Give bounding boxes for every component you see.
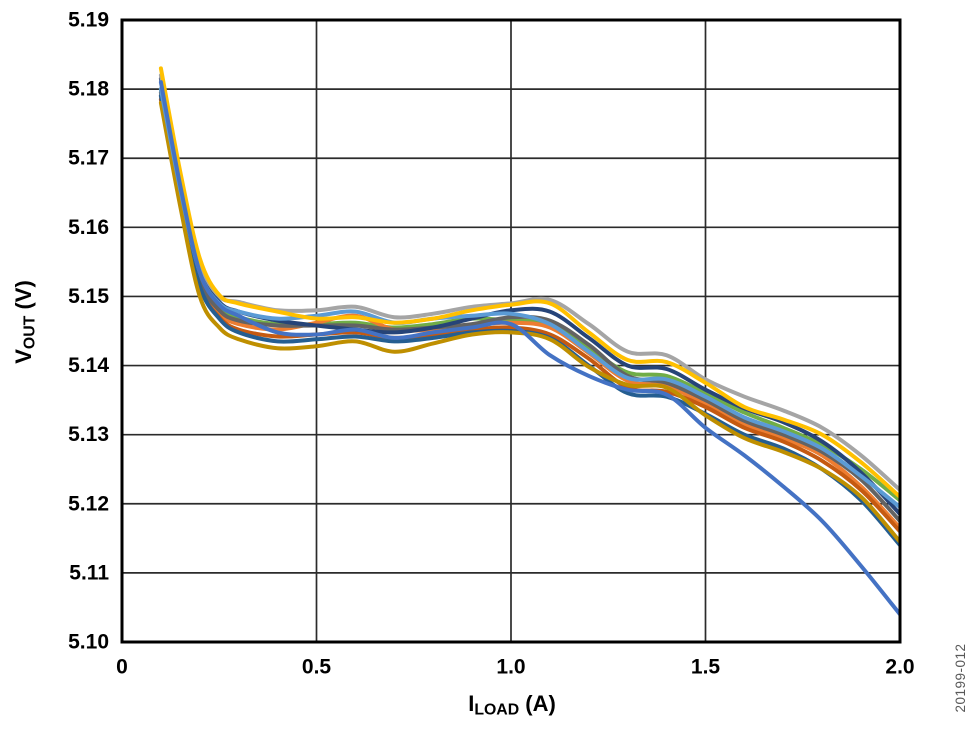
y-tick-label: 5.11 <box>69 561 109 584</box>
y-tick-label: 5.14 <box>68 354 109 377</box>
x-tick-label: 2.0 <box>885 656 914 679</box>
y-tick-label: 5.10 <box>68 631 109 654</box>
series-line-unit-gold <box>158 66 900 499</box>
series-line-unit-blue <box>158 80 900 617</box>
x-tick-label: 1.5 <box>691 656 721 679</box>
y-tick-label: 5.12 <box>68 492 109 515</box>
series-line-unit-olive <box>158 100 900 544</box>
plot-border <box>120 18 902 644</box>
x-tick-label: 0 <box>116 656 128 679</box>
y-axis-title: VOUT (V) <box>11 247 39 397</box>
figure-id-code: 20199-012 <box>953 643 968 713</box>
series-line-unit-gray <box>158 73 900 492</box>
x-axis-title-unit: (A) <box>519 691 556 716</box>
y-tick-label: 5.15 <box>68 285 109 308</box>
x-axis-title-subscript: LOAD <box>474 701 520 719</box>
x-axis-title-symbol: I <box>468 691 475 716</box>
x-axis-title: ILOAD (A) <box>402 691 622 719</box>
y-axis-title-subscript: OUT <box>21 315 39 350</box>
x-tick-label: 1.0 <box>496 656 525 679</box>
x-tick-label: 0.5 <box>302 656 332 679</box>
y-axis-title-symbol: V <box>11 349 36 364</box>
series-line-unit-dark-gray <box>158 90 900 524</box>
y-tick-label: 5.18 <box>68 78 109 101</box>
y-tick-label: 5.17 <box>68 147 109 170</box>
y-tick-label: 5.19 <box>68 9 109 32</box>
y-tick-label: 5.13 <box>68 423 109 446</box>
y-axis-title-unit: (V) <box>11 280 36 316</box>
y-tick-label: 5.16 <box>68 216 109 239</box>
